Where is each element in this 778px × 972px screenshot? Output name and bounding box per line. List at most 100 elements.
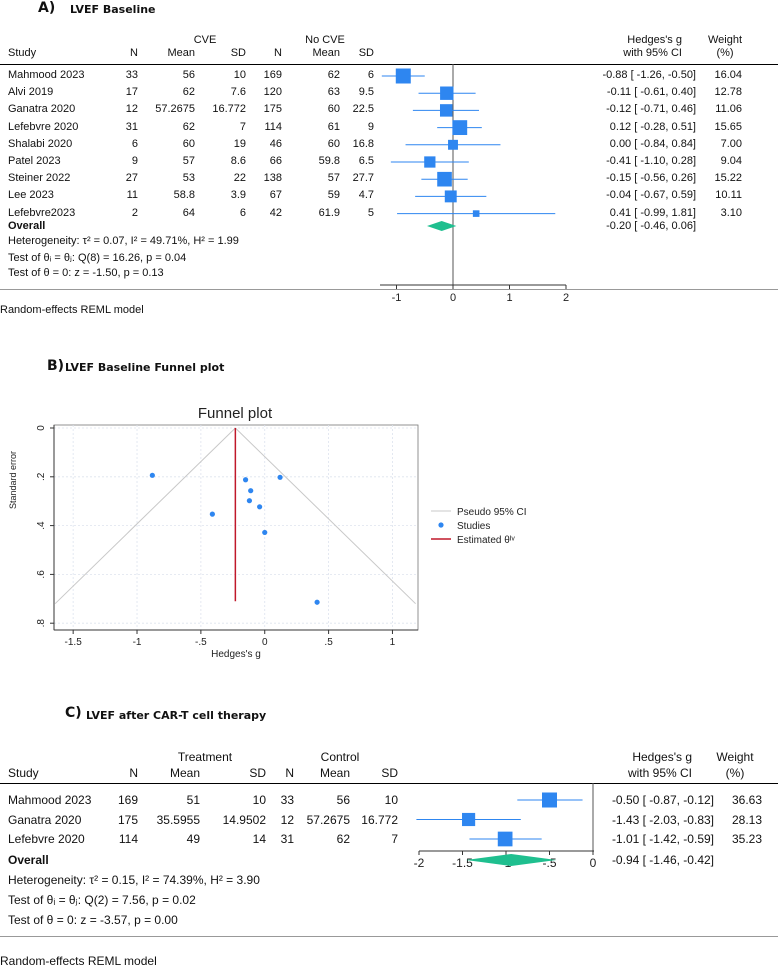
study-point [257, 504, 263, 510]
x-tick-label: 1 [390, 637, 396, 648]
panela-cell-sd2: 9 [367, 120, 374, 133]
panel-c-weight-header2: (%) [725, 766, 745, 780]
panela-cell-mean1: 62 [182, 120, 195, 133]
panel-c-title: LVEF after CAR-T cell therapy [86, 709, 267, 722]
panela-cell-mean2: 59.8 [318, 155, 340, 167]
x-tick-label: 2 [563, 292, 569, 304]
panel-c-col-n1: N [129, 766, 138, 780]
panel-c-letter: C) [65, 705, 82, 721]
study-marker [497, 831, 513, 847]
panel-a-group1-header: CVE [193, 34, 217, 46]
panel-a-overall-ci: -0.20 [ -0.46, 0.06] [606, 220, 696, 232]
panel-b-title: LVEF Baseline Funnel plot [65, 361, 225, 374]
panel-a-group2-header: No CVE [305, 34, 345, 46]
study-marker [437, 171, 452, 187]
panela-cell-n2: 67 [269, 189, 282, 202]
panel-c-test-zero: Test of θ = 0: z = -3.57, p = 0.00 [8, 913, 178, 927]
study-marker [452, 120, 468, 136]
panelc-cell-sd1: 10 [252, 793, 266, 807]
x-tick-label: -1.5 [452, 856, 473, 870]
panela-cell-sd2: 5 [367, 206, 374, 219]
panela-cell-mean2: 60 [327, 103, 340, 116]
overall-diamond [427, 221, 457, 231]
panel-b-letter: B) [47, 358, 65, 374]
panela-cell-n2: 46 [269, 137, 282, 150]
panela-cell-study: Steiner 2022 [8, 172, 71, 185]
study-point [149, 472, 155, 478]
study-marker [448, 139, 458, 150]
panel-c-weight-header1: Weight [716, 750, 754, 764]
panela-cell-n2: 42 [269, 206, 282, 219]
panel-c-group1-header: Treatment [177, 750, 233, 764]
panela-cell-mean2: 63 [327, 86, 340, 99]
panelc-cell-sd2: 7 [391, 832, 398, 846]
panelc-cell-n2: 31 [280, 832, 294, 846]
panela-cell-weight: 9.04 [720, 155, 742, 167]
panela-cell-n1: 27 [125, 172, 138, 185]
panel-a-heterogeneity: Heterogeneity: τ² = 0.07, I² = 49.71%, H… [8, 235, 239, 247]
study-marker [424, 156, 436, 168]
panel-c-col-mean2: Mean [319, 766, 350, 780]
panela-cell-mean1: 58.8 [173, 189, 195, 202]
overall-diamond [465, 854, 557, 866]
study-marker [395, 68, 411, 84]
panela-cell-weight: 7.00 [720, 137, 742, 150]
panel-a-col-n1: N [130, 47, 138, 59]
panel-c-effect-header2: with 95% CI [627, 766, 692, 780]
panelc-cell-mean2: 56 [336, 793, 350, 807]
panelc-cell-ci: -1.01 [ -1.42, -0.59] [611, 832, 714, 846]
panela-cell-study: Lefebvre2023 [8, 206, 76, 219]
x-tick-label: .5 [324, 637, 333, 648]
panel-c-bottom-rule [0, 936, 778, 937]
panela-cell-mean1: 57 [182, 155, 195, 167]
study-marker [439, 104, 453, 117]
panela-cell-n1: 9 [131, 155, 138, 167]
y-tick-label: 0 [36, 425, 47, 431]
panela-cell-study: Shalabi 2020 [8, 137, 73, 150]
panel-c-group2-header: Control [320, 750, 360, 764]
x-tick-label: 1 [506, 292, 512, 304]
panel-a-col-mean2: Mean [312, 47, 340, 59]
panela-cell-mean2: 61 [327, 120, 340, 133]
panel-c-effect-header1: Hedges's g [632, 750, 692, 764]
panel-a-bottom-rule [0, 289, 778, 290]
x-tick-label: 0 [262, 637, 268, 648]
panela-cell-mean1: 56 [182, 69, 195, 81]
panelc-cell-ci: -1.43 [ -2.03, -0.83] [611, 812, 714, 827]
panela-cell-sd2: 6 [367, 69, 374, 81]
panelc-cell-mean1: 35.5955 [156, 812, 200, 827]
panela-cell-sd1: 8.6 [230, 155, 246, 167]
panel-a-title: LVEF Baseline [70, 3, 156, 16]
panelc-cell-mean1: 49 [186, 832, 200, 846]
panela-cell-n2: 120 [263, 86, 282, 99]
study-point [277, 474, 283, 480]
panelc-cell-sd1: 14 [252, 832, 266, 846]
x-axis-label: Hedges's g [211, 649, 261, 660]
panela-cell-ci: 0.41 [ -0.99, 1.81] [609, 206, 696, 219]
panela-cell-sd2: 22.5 [352, 103, 374, 116]
study-marker [542, 792, 557, 808]
panelc-cell-mean2: 57.2675 [306, 812, 350, 827]
panelc-cell-study: Lefebvre 2020 [8, 832, 85, 846]
study-marker [440, 86, 454, 100]
study-point [242, 477, 249, 483]
x-tick-label: -1 [392, 292, 402, 304]
panela-cell-mean2: 59 [327, 189, 340, 202]
panela-cell-mean2: 61.9 [318, 206, 340, 219]
x-tick-label: -2 [414, 856, 425, 870]
panel-a-weight-header1: Weight [707, 34, 743, 46]
legend-estimate-label: Estimated θᴵᵛ [457, 535, 515, 546]
panela-cell-sd1: 10 [233, 69, 246, 81]
panelc-cell-study: Mahmood 2023 [8, 793, 92, 807]
panel-c-col-sd1: SD [249, 766, 266, 780]
panela-cell-sd1: 16.772 [212, 103, 246, 116]
legend-studies-label: Studies [457, 521, 490, 532]
x-tick-label: -1.5 [65, 637, 83, 648]
panela-cell-n1: 33 [125, 69, 138, 81]
y-tick-label: .6 [36, 570, 47, 579]
panel-a-col-sd1: SD [230, 47, 246, 59]
study-marker [462, 812, 476, 827]
panela-cell-sd2: 16.8 [352, 137, 374, 150]
